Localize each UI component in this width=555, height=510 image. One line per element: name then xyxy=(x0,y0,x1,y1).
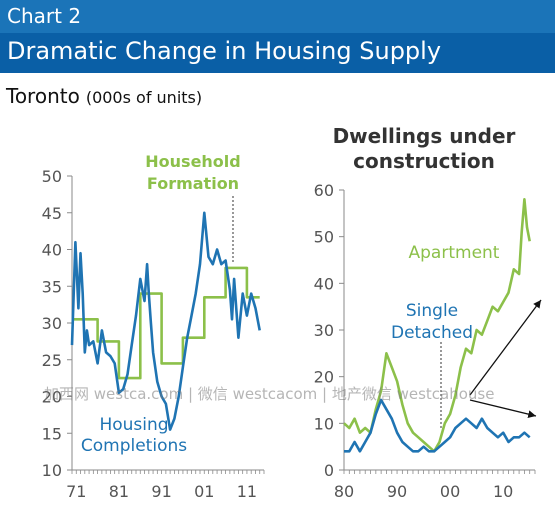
right-x-tick-label: 80 xyxy=(334,482,354,501)
left-y-tick-label: 15 xyxy=(42,424,62,443)
right-x-tick-label: 00 xyxy=(440,482,460,501)
annotation-housing-completions-line-0: Housing xyxy=(99,415,168,435)
right-y-tick-label: 60 xyxy=(314,181,334,200)
panel-title-dwellings-line-0: Dwellings under xyxy=(333,124,516,148)
right-x-tick-label: 10 xyxy=(493,482,513,501)
left-y-tick-label: 30 xyxy=(42,314,62,333)
right-y-tick-label: 40 xyxy=(314,274,334,293)
watermark: 加西网 westca.com | 微信 westcacom | 地产微信 wes… xyxy=(44,385,495,403)
annotation-single-detached-line-0: Single xyxy=(406,301,458,321)
right-series-single-detached xyxy=(344,398,531,453)
right-x-tick-label: 90 xyxy=(387,482,407,501)
chart-number: Chart 2 xyxy=(7,4,82,28)
arrow-apartment-trend xyxy=(469,299,542,396)
left-y-tick-label: 45 xyxy=(42,204,62,223)
right-y-tick-label: 30 xyxy=(314,321,334,340)
right-y-tick-label: 20 xyxy=(314,368,334,387)
right-series-apartment xyxy=(343,198,531,453)
left-y-tick-label: 50 xyxy=(42,167,62,186)
left-x-tick-label: 71 xyxy=(66,482,86,501)
subtitle: Toronto (000s of units) xyxy=(6,84,202,108)
left-series-household-formation xyxy=(72,266,260,380)
left-x-tick-label: 91 xyxy=(151,482,171,501)
left-y-tick-label: 20 xyxy=(42,388,62,407)
left-y-tick-label: 10 xyxy=(42,461,62,480)
right-y-tick-label: 10 xyxy=(314,414,334,433)
annotation-single-detached-line-1: Detached xyxy=(391,323,473,343)
annotation-housing-completions-line-1: Completions xyxy=(81,436,187,456)
left-x-tick-label: 81 xyxy=(109,482,129,501)
arrow-single-trend xyxy=(469,399,537,418)
subtitle-city: Toronto xyxy=(6,84,80,108)
subtitle-units: (000s of units) xyxy=(85,88,203,107)
left-y-tick-label: 40 xyxy=(42,241,62,260)
title-bar: Dramatic Change in Housing Supply xyxy=(0,33,555,73)
chart-title: Dramatic Change in Housing Supply xyxy=(7,37,442,65)
annotation-household-formation-line-0: Household xyxy=(145,152,240,171)
right-y-tick-label: 0 xyxy=(324,461,334,480)
panel-title-dwellings-line-1: construction xyxy=(353,149,495,173)
left-x-tick-label: 11 xyxy=(237,482,257,501)
right-y-tick-label: 50 xyxy=(314,228,334,247)
left-series-housing-completions xyxy=(70,211,261,431)
left-x-tick-label: 01 xyxy=(194,482,214,501)
annotation-apartment: Apartment xyxy=(409,243,500,263)
annotation-household-formation-line-1: Formation xyxy=(147,174,239,193)
left-y-tick-label: 35 xyxy=(42,277,62,296)
left-y-tick-label: 25 xyxy=(42,351,62,370)
chart-number-bar: Chart 2 xyxy=(0,0,555,33)
